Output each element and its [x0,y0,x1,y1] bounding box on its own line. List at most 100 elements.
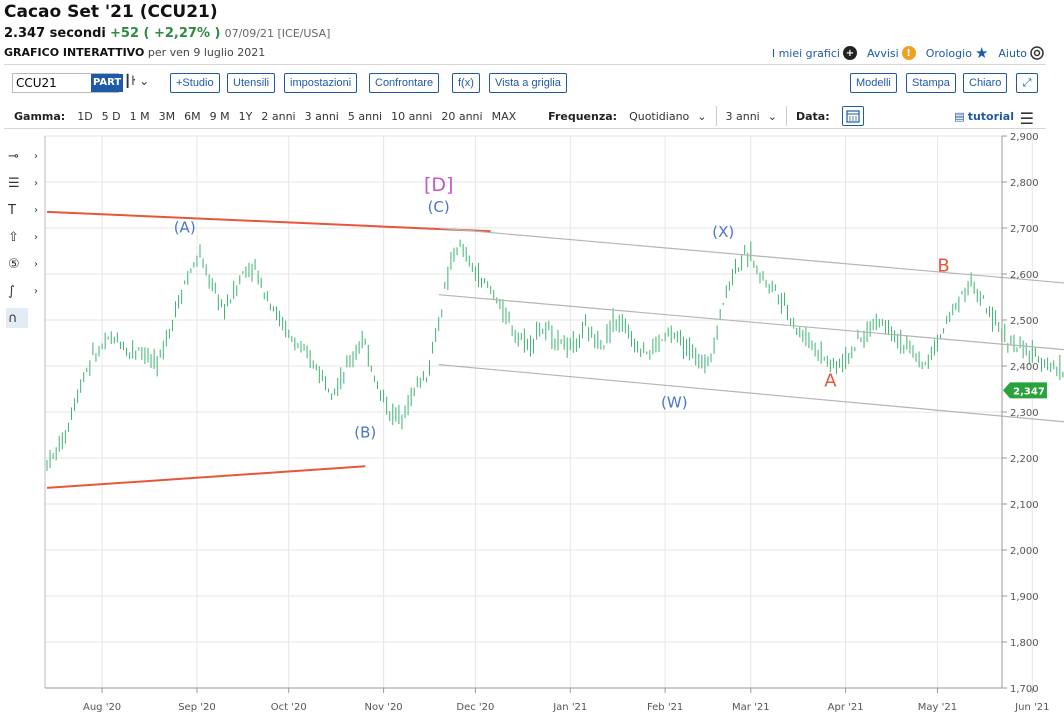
compare-button[interactable]: Confrontare [369,73,440,93]
chart-type-dropdown[interactable]: ┃ŀ ⌄ [124,74,149,88]
period-select[interactable]: 3 anni ⌄ [726,110,777,123]
x-tick-label: Mar '21 [732,702,770,713]
chevron-down-icon: ⌄ [139,74,150,88]
y-tick-label: 1,800 [1010,638,1039,649]
tool-brush[interactable]: ∫ › [6,281,40,301]
channel-line [438,294,1064,351]
wave-label: [D] [424,174,453,196]
range-3m[interactable]: 3M [158,109,176,123]
y-tick-label: 1,900 [1010,592,1039,603]
tool-text[interactable]: T › [6,200,40,220]
range-bar: Gamma: 1D 5 D 1 M 3M 6M 9 M 1Y 2 anni 3 … [14,106,864,126]
film-icon: ▤ [954,110,965,123]
tutorial-label: tutorial [967,110,1014,123]
y-tick-label: 2,300 [1010,408,1039,419]
x-tick-label: Aug '20 [83,702,121,713]
tutorial-link[interactable]: ▤ tutorial [954,110,1014,123]
chevron-right-icon: › [34,258,38,270]
channel-line [438,364,1064,423]
y-tick-label: 2,000 [1010,546,1039,557]
range-9m[interactable]: 9 M [209,109,230,123]
symbol-input[interactable] [13,76,91,90]
chart-subtitle: GRAFICO INTERATTIVO per ven 9 luglio 202… [4,46,265,59]
alerts-link[interactable]: Avvisi ! [867,46,916,60]
top-links: I miei grafici + Avvisi ! Orologio ★ Aiu… [772,44,1044,62]
date-label: Data: [795,109,830,123]
y-tick-label: 2,700 [1010,224,1039,235]
page-title: Cacao Set '21 (CCU21) [4,2,218,22]
expand-icon: ⤢ [1022,77,1032,89]
range-6m[interactable]: 6M [184,109,201,123]
light-theme-button[interactable]: Chiaro [963,73,1008,93]
tool-line[interactable]: ⊸ › [6,146,40,166]
subtitle-date: per ven 9 luglio 2021 [147,46,266,59]
toolbar-divider [4,128,1046,129]
last-price: 2.347 secondi [4,26,106,41]
function-button[interactable]: f(x) [452,73,480,93]
wave-label: (X) [712,223,734,241]
y-tick-label: 2,800 [1010,178,1039,189]
header-divider [4,64,1046,65]
models-button[interactable]: Modelli [850,73,897,93]
settings-button[interactable]: impostazioni [284,73,358,93]
x-tick-label: Oct '20 [271,702,307,713]
range-20y[interactable]: 20 anni [441,109,483,123]
y-tick-label: 2,400 [1010,362,1039,373]
range-5d[interactable]: 5 D [101,109,121,123]
wave-label: (W) [661,393,688,411]
frequency-select[interactable]: Quotidiano ⌄ [629,110,706,123]
range-2y[interactable]: 2 anni [261,109,296,123]
x-tick-label: Nov '20 [365,702,403,713]
channel-line [438,227,1064,284]
y-tick-label: 1,700 [1010,684,1039,695]
magnet-icon: ∩ [8,310,18,326]
range-10y[interactable]: 10 anni [391,109,433,123]
range-1d[interactable]: 1D [77,109,93,123]
menu-icon[interactable]: ☰ [1019,109,1034,128]
clock-link[interactable]: Orologio ★ [926,44,989,62]
wave-annotations: [D](C)(A)(B)(X)(W)ABC(Y)[E]b(1) [174,174,950,441]
range-1y[interactable]: 1Y [238,109,253,123]
tool-fib[interactable]: ☰ › [6,173,40,193]
star-icon: ★ [974,44,989,62]
wave-label: (C) [428,198,450,216]
chevron-down-icon: ⌄ [697,109,707,123]
help-link[interactable]: Aiuto [998,46,1044,60]
print-button[interactable]: Stampa [906,73,956,93]
y-tick-label: 2,900 [1010,132,1039,143]
chevron-right-icon: › [34,204,38,216]
expand-button[interactable]: ⤢ [1016,73,1038,93]
tool-magnet[interactable]: ∩ [6,308,28,328]
studio-button[interactable]: +Studio [170,73,220,93]
grid-view-button[interactable]: Vista a griglia [489,73,567,93]
part-badge[interactable]: PART [91,74,124,92]
chevron-right-icon: › [34,177,38,189]
price-change: +52 ( +2,27% ) [110,26,221,41]
chart-axes: 1,700 1,800 1,900 2,000 2,100 2,200 2,300 2,400… [44,132,1049,713]
last-price-tag [1003,382,1047,399]
trendlines [46,210,1064,489]
x-tick-label: Jan '21 [552,702,587,713]
text-icon: T [8,202,16,218]
calendar-icon [846,110,860,123]
subtitle-bold: GRAFICO INTERATTIVO [4,46,145,59]
range-5y[interactable]: 5 anni [347,109,383,123]
x-tick-label: Dec '20 [456,702,494,713]
frequency-label: Frequenza: [548,109,618,123]
tool-number[interactable]: ⑤ › [6,254,40,274]
y-tick-label: 2,100 [1010,500,1039,511]
trendline-red [46,210,491,233]
number-circle-icon: ⑤ [8,256,20,272]
tools-button[interactable]: Utensili [227,73,276,93]
my-charts-label: I miei grafici [771,46,840,60]
range-1m[interactable]: 1 M [129,109,150,123]
tool-arrow[interactable]: ⇧ › [6,227,40,247]
range-max[interactable]: MAX [491,109,517,123]
price-chart[interactable]: [D](C)(A)(B)(X)(W)ABC(Y)[E]b(1) 1,7001,8… [0,128,1064,720]
candle-series [46,239,1064,471]
my-charts-link[interactable]: I miei grafici + [772,46,857,60]
date-picker-button[interactable] [841,106,864,126]
wave-label: (A) [174,219,196,237]
symbol-box: PART [12,73,124,93]
range-3y[interactable]: 3 anni [304,109,339,123]
